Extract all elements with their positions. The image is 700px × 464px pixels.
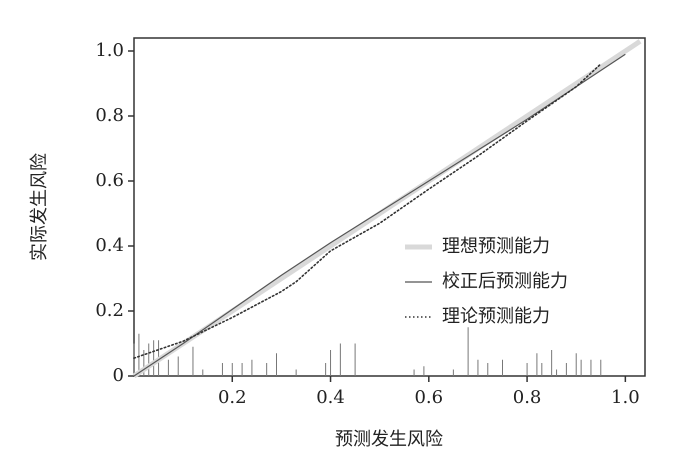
y-tick-label: 0.4 xyxy=(95,235,124,256)
series-line xyxy=(133,53,626,377)
x-tick-label: 0.4 xyxy=(316,387,345,408)
legend-label: 理论预测能力 xyxy=(442,306,550,327)
y-tick-label: 0 xyxy=(113,365,124,386)
plot-frame xyxy=(133,37,646,377)
x-tick-label: 1.0 xyxy=(611,387,640,408)
x-tick-label: 0.2 xyxy=(218,387,247,408)
y-tick-label: 0.2 xyxy=(95,300,124,321)
x-axis-label: 预测发生风险 xyxy=(335,429,443,450)
x-tick-label: 0.8 xyxy=(513,387,542,408)
y-tick-label: 0.8 xyxy=(95,105,124,126)
y-axis-label: 实际发生风险 xyxy=(29,153,50,261)
y-tick-label: 0.6 xyxy=(95,170,124,191)
series-line xyxy=(133,63,602,359)
series-line xyxy=(132,39,642,379)
legend-label: 校正后预测能力 xyxy=(442,271,568,292)
x-tick-label: 0.6 xyxy=(414,387,443,408)
y-tick-label: 1.0 xyxy=(95,40,124,61)
legend-label: 理想预测能力 xyxy=(442,236,550,257)
